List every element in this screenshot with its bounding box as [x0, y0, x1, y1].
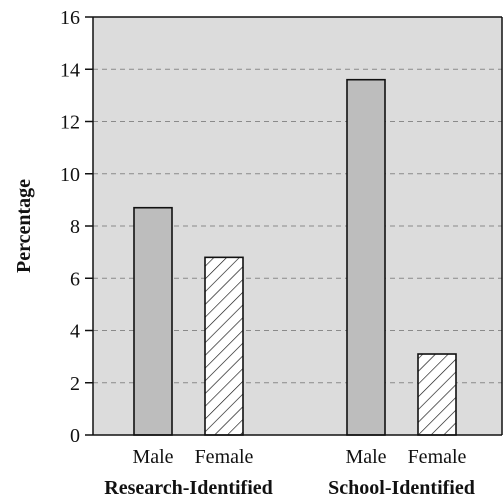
x-group-label: School-Identified — [328, 477, 475, 498]
x-category-label: Male — [132, 446, 173, 468]
x-category-label: Female — [195, 446, 254, 468]
y-tick-label: 6 — [70, 268, 80, 290]
x-group-label: Research-Identified — [104, 477, 273, 498]
x-category-label: Female — [408, 446, 467, 468]
axes — [92, 16, 503, 436]
y-ticks: 0 2 4 6 8 10 12 14 16 — [60, 7, 93, 447]
y-tick-label: 14 — [60, 59, 80, 81]
y-tick-label: 8 — [70, 216, 80, 238]
y-tick-label: 16 — [60, 7, 80, 29]
bar-school-identified-female — [417, 353, 457, 436]
bars — [133, 78, 457, 436]
y-tick-label: 12 — [60, 112, 80, 134]
y-tick-label: 0 — [70, 425, 80, 447]
y-tick-label: 10 — [60, 164, 80, 186]
y-axis-title: Percentage — [13, 179, 35, 273]
bar-school-identified-male — [346, 78, 386, 436]
x-category-label: Male — [345, 446, 386, 468]
bar-research-identified-male — [133, 206, 173, 436]
y-tick-label: 2 — [70, 373, 80, 395]
x-labels: Male Female Research-Identified Male Female S… — [104, 446, 475, 498]
y-tick-label: 4 — [70, 321, 80, 343]
bar-research-identified-female — [204, 256, 244, 436]
